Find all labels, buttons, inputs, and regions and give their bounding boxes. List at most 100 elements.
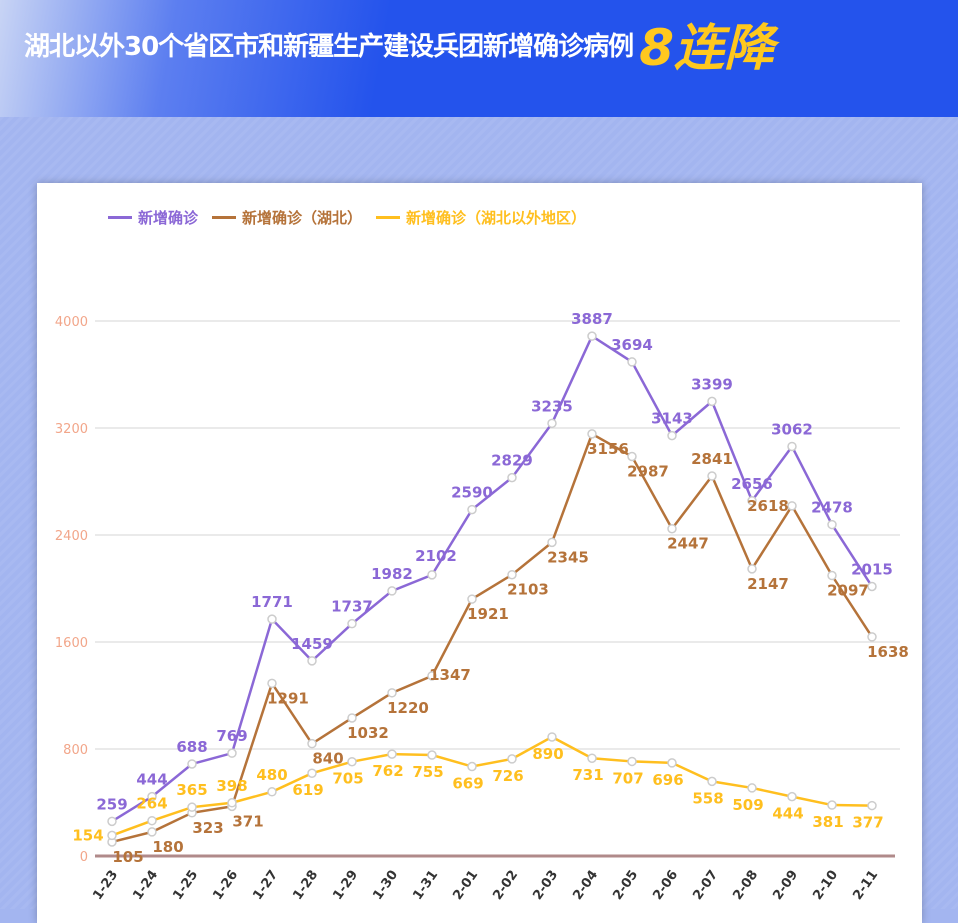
- data-label: 669: [452, 775, 483, 793]
- data-label: 2345: [547, 548, 589, 566]
- x-tick-label: 1-27: [250, 868, 281, 903]
- header-banner: 湖北以外30个省区市和新疆生产建设兵团新增确诊病例 8连降: [0, 0, 958, 117]
- data-label: 444: [136, 771, 167, 789]
- data-label: 3235: [531, 397, 573, 415]
- y-tick-label: 3200: [55, 422, 88, 437]
- x-tick-label: 1-31: [410, 868, 441, 903]
- data-label: 3062: [771, 420, 813, 438]
- data-label: 1638: [867, 643, 909, 661]
- data-label: 154: [72, 826, 103, 844]
- page-title: 湖北以外30个省区市和新疆生产建设兵团新增确诊病例: [24, 31, 634, 62]
- legend-item-total: 新增确诊: [108, 207, 198, 228]
- data-label: 840: [312, 750, 343, 768]
- data-label: 1737: [331, 598, 373, 616]
- data-label: 1982: [371, 565, 413, 583]
- data-label: 2987: [627, 462, 669, 480]
- data-point: [387, 586, 397, 596]
- data-label: 1220: [387, 699, 429, 717]
- data-label: 3887: [571, 310, 613, 328]
- data-label: 1459: [291, 635, 333, 653]
- x-tick-label: 2-07: [690, 868, 721, 903]
- legend-swatch: [108, 216, 132, 219]
- y-tick-label: 2400: [55, 529, 88, 544]
- title-row: 湖北以外30个省区市和新疆生产建设兵团新增确诊病例 8连降: [24, 8, 774, 80]
- data-point: [467, 594, 477, 604]
- data-point: [787, 501, 797, 511]
- x-tick-label: 1-30: [370, 868, 401, 903]
- legend-item-outside-hubei: 新增确诊（湖北以外地区）: [376, 207, 586, 228]
- data-label: 323: [192, 819, 223, 837]
- data-label: 2015: [851, 560, 893, 578]
- data-point: [627, 451, 637, 462]
- data-point: [107, 816, 117, 827]
- data-label: 2590: [451, 484, 493, 502]
- data-point: [387, 688, 397, 698]
- data-point: [587, 753, 597, 763]
- x-tick-label: 2-02: [490, 868, 521, 903]
- x-tick-label: 1-28: [290, 868, 321, 903]
- data-point: [227, 748, 237, 758]
- data-point: [427, 570, 437, 580]
- data-point: [867, 800, 877, 811]
- data-point: [347, 618, 357, 629]
- data-point: [467, 504, 477, 515]
- data-point: [307, 656, 317, 666]
- data-point: [827, 519, 837, 530]
- data-label: 558: [692, 789, 723, 807]
- data-label: 381: [812, 813, 843, 831]
- x-tick-label: 1-24: [130, 868, 161, 903]
- data-label: 3694: [611, 336, 653, 354]
- data-point: [707, 396, 717, 407]
- x-tick-label: 2-03: [530, 868, 561, 903]
- data-point: [507, 754, 517, 764]
- data-label: 726: [492, 767, 523, 785]
- data-label: 444: [772, 805, 803, 823]
- data-point: [147, 827, 157, 837]
- data-point: [787, 791, 797, 802]
- data-point: [587, 331, 597, 341]
- data-point: [747, 496, 757, 506]
- data-label: 2618: [747, 497, 789, 515]
- data-point: [427, 671, 437, 681]
- y-tick-label: 0: [80, 850, 88, 865]
- data-label: 509: [732, 796, 763, 814]
- data-label: 365: [176, 781, 207, 799]
- x-tick-label: 2-11: [850, 868, 881, 903]
- data-label: 2103: [507, 581, 549, 599]
- data-label: 398: [216, 777, 247, 795]
- data-label: 2829: [491, 452, 533, 470]
- data-label: 2841: [691, 450, 733, 468]
- data-point: [627, 357, 637, 367]
- data-label: 688: [176, 738, 207, 756]
- data-label: 1032: [347, 724, 389, 742]
- data-point: [347, 756, 357, 767]
- data-point: [667, 430, 677, 441]
- y-tick-label: 800: [63, 743, 88, 758]
- data-point: [547, 418, 557, 429]
- data-point: [107, 830, 117, 841]
- x-tick-label: 1-25: [170, 868, 201, 903]
- data-label: 3143: [651, 410, 693, 428]
- title-emphasis: 8连降: [639, 19, 774, 77]
- x-tick-label: 2-10: [810, 868, 841, 903]
- data-label: 1347: [429, 666, 471, 684]
- data-point: [507, 569, 517, 580]
- data-label: 259: [96, 795, 127, 813]
- data-point: [627, 756, 637, 767]
- data-point: [867, 581, 877, 592]
- data-point: [587, 429, 597, 439]
- data-point: [147, 791, 157, 802]
- data-label: 2478: [811, 499, 853, 517]
- legend-swatch: [212, 216, 237, 219]
- x-tick-label: 1-29: [330, 868, 361, 903]
- data-label: 707: [612, 769, 643, 787]
- legend-swatch: [376, 216, 401, 219]
- data-point: [827, 570, 837, 581]
- data-point: [707, 776, 717, 787]
- data-label: 105: [112, 848, 143, 866]
- data-label: 1291: [267, 689, 309, 707]
- data-point: [547, 537, 557, 548]
- data-label: 731: [572, 766, 603, 784]
- data-point: [427, 750, 437, 760]
- data-label: 371: [232, 812, 263, 830]
